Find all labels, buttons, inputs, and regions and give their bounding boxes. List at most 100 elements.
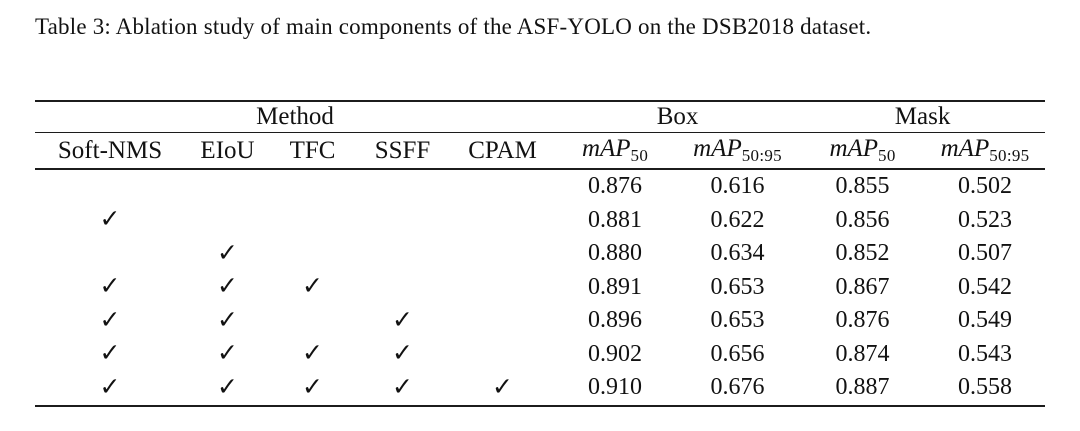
check-cell: ✓ — [35, 371, 185, 406]
table-row: ✓ 0.880 0.634 0.852 0.507 — [35, 237, 1045, 271]
check-cell: ✓ — [185, 338, 270, 372]
check-cell: ✓ — [355, 304, 450, 338]
check-icon: ✓ — [99, 371, 121, 401]
metric-value-cell: 0.656 — [710, 340, 765, 367]
empty-cell — [270, 304, 355, 338]
empty-cell — [450, 338, 555, 372]
col-header-mask-map50: mAP50 — [800, 132, 926, 170]
metric-value-cell: 0.887 — [835, 374, 890, 401]
check-cell: ✓ — [185, 271, 270, 305]
check-icon: ✓ — [217, 371, 238, 401]
metric-value-cell: 0.852 — [835, 240, 890, 267]
empty-cell — [450, 271, 555, 305]
check-icon: ✓ — [392, 304, 413, 334]
empty-cell — [355, 237, 450, 271]
check-icon: ✓ — [99, 304, 121, 334]
check-cell: ✓ — [35, 338, 185, 372]
group-header-box: Box — [555, 101, 801, 133]
metric-value-cell: 0.543 — [958, 340, 1013, 367]
table-row: ✓ ✓ ✓ ✓ 0.902 0.656 0.874 0.543 — [35, 338, 1045, 372]
metric-label: mAP — [829, 135, 879, 162]
empty-cell — [35, 169, 185, 204]
metric-value-cell: 0.876 — [588, 173, 643, 200]
metric-value-cell: 0.622 — [710, 206, 765, 233]
metric-value-cell: 0.891 — [588, 273, 643, 300]
check-cell: ✓ — [355, 338, 450, 372]
check-icon: ✓ — [217, 237, 238, 267]
table-row: ✓ 0.881 0.622 0.856 0.523 — [35, 204, 1045, 238]
ablation-table: Method Box Mask Soft-NMS EIoU TFC SSFF C… — [35, 100, 1046, 407]
empty-cell — [355, 271, 450, 305]
column-header-row: Soft-NMS EIoU TFC SSFF CPAM mAP50 mAP50:… — [35, 132, 1046, 170]
metric-value-cell: 0.616 — [710, 173, 765, 200]
col-header-box-map50: mAP50 — [555, 132, 676, 170]
group-header-mask: Mask — [800, 101, 1046, 133]
check-icon: ✓ — [492, 371, 513, 401]
empty-cell — [450, 237, 555, 271]
metric-label: mAP — [581, 135, 631, 162]
metric-value-cell: 0.558 — [958, 374, 1013, 401]
metric-value-cell: 0.523 — [958, 206, 1013, 233]
col-header-cpam: CPAM — [450, 132, 556, 170]
table-row: ✓ ✓ ✓ ✓ ✓ 0.910 0.676 0.887 0.558 — [35, 371, 1045, 406]
metric-value-cell: 0.855 — [835, 173, 890, 200]
col-header-eiou: EIoU — [185, 132, 270, 170]
group-header-row: Method Box Mask — [35, 101, 1046, 133]
check-icon: ✓ — [99, 338, 121, 368]
empty-cell — [185, 169, 270, 204]
metric-value-cell: 0.653 — [710, 307, 765, 334]
metric-value-cell: 0.653 — [710, 273, 765, 300]
empty-cell — [270, 237, 355, 271]
metric-value-cell: 0.676 — [710, 374, 765, 401]
metric-value-cell: 0.502 — [958, 173, 1013, 200]
check-cell: ✓ — [270, 371, 355, 406]
metric-value-cell: 0.910 — [588, 374, 643, 401]
table-body: 0.876 0.616 0.855 0.502 ✓ 0.881 0.622 0.856 0.52… — [35, 169, 1045, 406]
metric-value-cell: 0.507 — [958, 240, 1013, 267]
check-icon: ✓ — [302, 271, 323, 301]
check-cell: ✓ — [270, 271, 355, 305]
empty-cell — [450, 304, 555, 338]
table-row: ✓ ✓ ✓ 0.891 0.653 0.867 0.542 — [35, 271, 1045, 305]
check-cell: ✓ — [355, 371, 450, 406]
check-icon: ✓ — [392, 338, 413, 368]
col-header-tfc: TFC — [270, 132, 355, 170]
check-cell: ✓ — [270, 338, 355, 372]
empty-cell — [355, 169, 450, 204]
metric-value-cell: 0.867 — [835, 273, 890, 300]
check-icon: ✓ — [217, 304, 238, 334]
metric-subscript: 50:95 — [989, 146, 1030, 165]
check-cell: ✓ — [35, 304, 185, 338]
metric-subscript: 50 — [878, 146, 896, 165]
metric-subscript: 50 — [630, 146, 649, 165]
empty-cell — [270, 169, 355, 204]
metric-value-cell: 0.881 — [588, 206, 643, 233]
check-cell: ✓ — [185, 371, 270, 406]
check-cell: ✓ — [35, 271, 185, 305]
metric-value-cell: 0.876 — [835, 307, 890, 334]
metric-value-cell: 0.856 — [835, 206, 890, 233]
group-header-method: Method — [35, 101, 556, 133]
empty-cell — [450, 169, 555, 204]
empty-cell — [35, 237, 185, 271]
check-cell: ✓ — [185, 304, 270, 338]
metric-label: mAP — [940, 135, 990, 162]
col-header-ssff: SSFF — [355, 132, 450, 170]
check-icon: ✓ — [302, 338, 323, 368]
col-header-soft-nms: Soft-NMS — [35, 132, 185, 170]
check-icon: ✓ — [99, 271, 121, 301]
table-row: 0.876 0.616 0.855 0.502 — [35, 169, 1045, 204]
metric-value-cell: 0.902 — [588, 340, 643, 367]
check-cell: ✓ — [35, 204, 185, 238]
check-icon: ✓ — [392, 371, 413, 401]
metric-value-cell: 0.874 — [835, 340, 890, 367]
metric-subscript: 50:95 — [741, 146, 782, 165]
check-icon: ✓ — [217, 271, 238, 301]
metric-value-cell: 0.880 — [588, 240, 643, 267]
col-header-box-map50-95: mAP50:95 — [675, 132, 801, 170]
table-row: ✓ ✓ ✓ 0.896 0.653 0.876 0.549 — [35, 304, 1045, 338]
check-cell: ✓ — [185, 237, 270, 271]
metric-value-cell: 0.542 — [958, 273, 1013, 300]
metric-value-cell: 0.634 — [710, 240, 765, 267]
